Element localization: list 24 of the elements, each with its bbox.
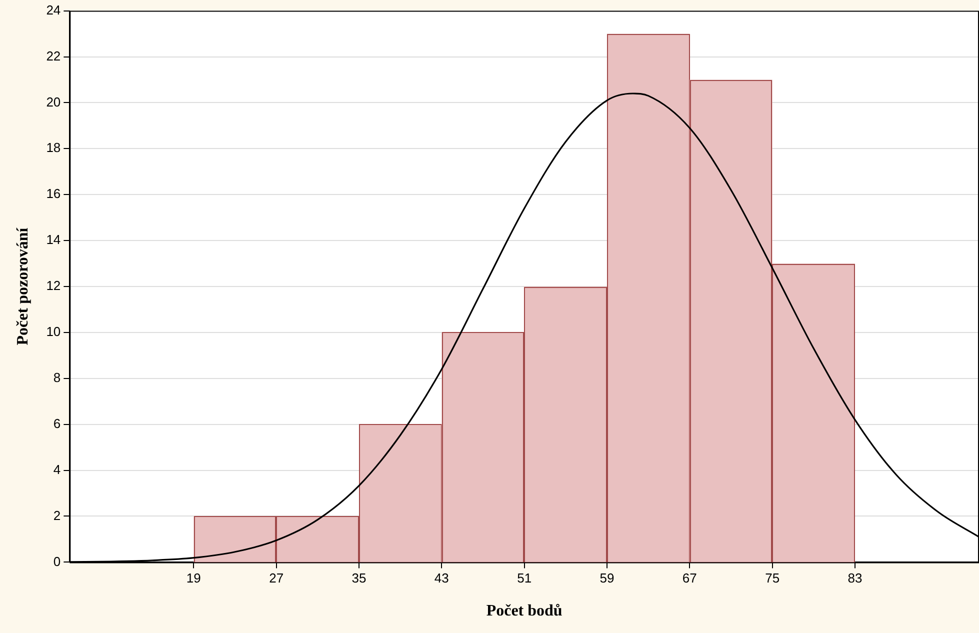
y-tick-label: 0 [53,554,61,569]
y-tick-label: 8 [53,370,61,385]
y-tick-label: 24 [46,2,61,18]
y-tick-label: 18 [46,140,61,156]
y-tick-label: 22 [46,48,61,64]
x-tick-label: 59 [600,570,614,586]
x-axis-title: Počet bodů [486,602,562,620]
y-tick-label: 6 [53,416,61,431]
x-tick-label: 51 [517,570,532,586]
y-tick-label: 2 [53,508,61,523]
y-tick-label: 10 [46,324,61,340]
y-tick-label: 14 [46,232,61,248]
y-tick-label: 4 [53,462,61,477]
x-tick-label: 19 [186,570,201,586]
y-axis-title: Počet pozorování [14,227,32,346]
x-tick-label: 67 [682,570,697,586]
y-tick-label: 12 [46,278,61,294]
x-tick-label: 43 [434,570,449,586]
x-tick-label: 27 [269,570,284,586]
y-tick-label: 20 [46,94,61,110]
x-tick-label: 83 [848,570,862,586]
y-tick-label: 16 [46,186,61,202]
x-tick-label: 35 [352,570,366,586]
x-tick-label: 75 [765,570,780,586]
